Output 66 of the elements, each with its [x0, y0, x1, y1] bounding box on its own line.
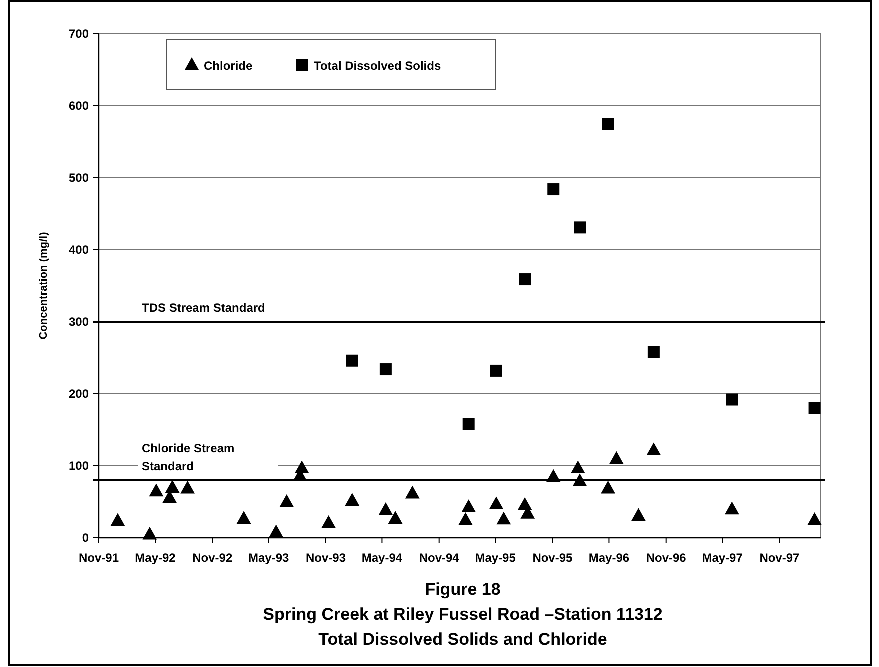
y-axis-title: Concentration (mg/l) [38, 232, 50, 340]
point [570, 460, 586, 474]
point [110, 513, 126, 526]
point [294, 460, 310, 474]
point [405, 486, 420, 499]
point [548, 184, 560, 196]
point [490, 364, 502, 377]
point [726, 394, 738, 406]
y-tick-label: 700 [68, 27, 90, 41]
y-tick-label: 200 [68, 387, 90, 401]
point [632, 508, 646, 522]
x-tick-label: May-97 [702, 551, 744, 565]
point [180, 480, 196, 494]
x-tick-label: Nov-93 [306, 551, 346, 565]
point [808, 402, 821, 414]
point [280, 494, 294, 508]
point [165, 480, 180, 493]
legend-label: Total Dissolved Solids [314, 59, 442, 73]
point [142, 526, 158, 540]
y-tick-label: 400 [68, 243, 90, 257]
x-tick-label: Nov-95 [532, 551, 574, 565]
legend-label: Chloride [204, 59, 253, 73]
point [648, 346, 660, 358]
point [601, 480, 616, 494]
point [346, 354, 358, 367]
x-tick-label: Nov-96 [646, 551, 687, 565]
point [269, 524, 284, 538]
point [149, 484, 164, 497]
x-tick-label: May-94 [362, 551, 403, 565]
point [572, 474, 588, 487]
point [646, 442, 662, 456]
x-tick-label: Nov-94 [419, 551, 460, 565]
x-tick-label: Nov-91 [78, 551, 120, 565]
ref-line-label: TDS Stream Standard [142, 301, 266, 315]
x-tick-label: May-95 [475, 551, 516, 565]
point [546, 469, 561, 482]
point [496, 512, 512, 525]
x-tick-label: Nov-97 [760, 551, 800, 565]
point [489, 496, 504, 510]
point [724, 502, 740, 515]
point [458, 512, 473, 526]
point [378, 502, 394, 516]
y-tick-label: 100 [68, 459, 90, 473]
point [808, 512, 822, 526]
y-tick-label: 0 [82, 531, 90, 545]
point [602, 118, 614, 130]
point [519, 274, 532, 286]
point [462, 418, 475, 430]
point [236, 511, 252, 524]
point [574, 222, 586, 234]
text: Spring Creek at Riley Fussel Road –Station 11312 Total Dissolved Solids and Chloride [263, 605, 663, 649]
point [462, 500, 476, 512]
x-tick-label: May-96 [588, 551, 630, 565]
y-tick-label: 300 [68, 315, 90, 329]
x-tick-label: May-92 [135, 551, 176, 565]
point [609, 451, 624, 464]
x-tick-label: May-93 [248, 551, 290, 565]
point [380, 364, 392, 376]
y-tick-label: 500 [68, 171, 90, 185]
y-tick-label: 600 [68, 99, 90, 113]
point [322, 515, 336, 528]
text: Figure 18 [425, 580, 501, 599]
point [388, 511, 403, 524]
ref-line-label: Chloride Stream Standard [142, 441, 235, 474]
point [345, 493, 360, 506]
x-tick-label: Nov-92 [192, 551, 233, 565]
